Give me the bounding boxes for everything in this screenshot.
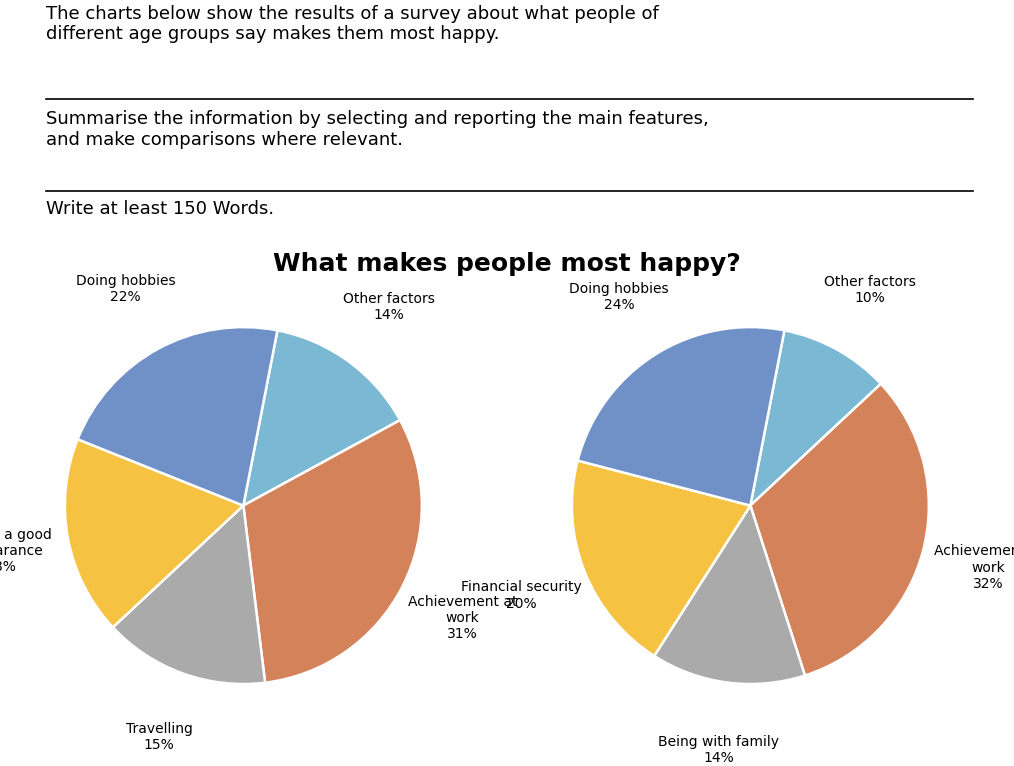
Text: Other factors
10%: Other factors 10%	[823, 275, 916, 306]
Wedge shape	[65, 439, 243, 627]
Text: Financial security
20%: Financial security 20%	[460, 581, 581, 611]
Wedge shape	[750, 330, 881, 506]
Text: Being with family
14%: Being with family 14%	[658, 735, 779, 765]
Wedge shape	[78, 327, 278, 506]
Text: Achievement at
work
31%: Achievement at work 31%	[408, 595, 517, 641]
Text: Achievement at
work
32%: Achievement at work 32%	[934, 545, 1014, 591]
Text: Summarise the information by selecting and reporting the main features,
and make: Summarise the information by selecting a…	[46, 110, 709, 149]
Text: Doing hobbies
22%: Doing hobbies 22%	[76, 274, 175, 304]
Text: The charts below show the results of a survey about what people of
different age: The charts below show the results of a s…	[46, 5, 658, 44]
Text: Write at least 150 Words.: Write at least 150 Words.	[46, 200, 274, 218]
Wedge shape	[572, 460, 750, 656]
Text: What makes people most happy?: What makes people most happy?	[273, 251, 741, 276]
Text: Other factors
14%: Other factors 14%	[343, 292, 435, 322]
Wedge shape	[113, 506, 265, 684]
Wedge shape	[750, 384, 929, 676]
Wedge shape	[578, 327, 785, 506]
Wedge shape	[243, 330, 401, 506]
Wedge shape	[654, 506, 805, 684]
Text: Having a good
appearance
18%: Having a good appearance 18%	[0, 528, 52, 574]
Wedge shape	[243, 420, 422, 683]
Text: Doing hobbies
24%: Doing hobbies 24%	[569, 282, 669, 313]
Text: Travelling
15%: Travelling 15%	[126, 722, 193, 752]
